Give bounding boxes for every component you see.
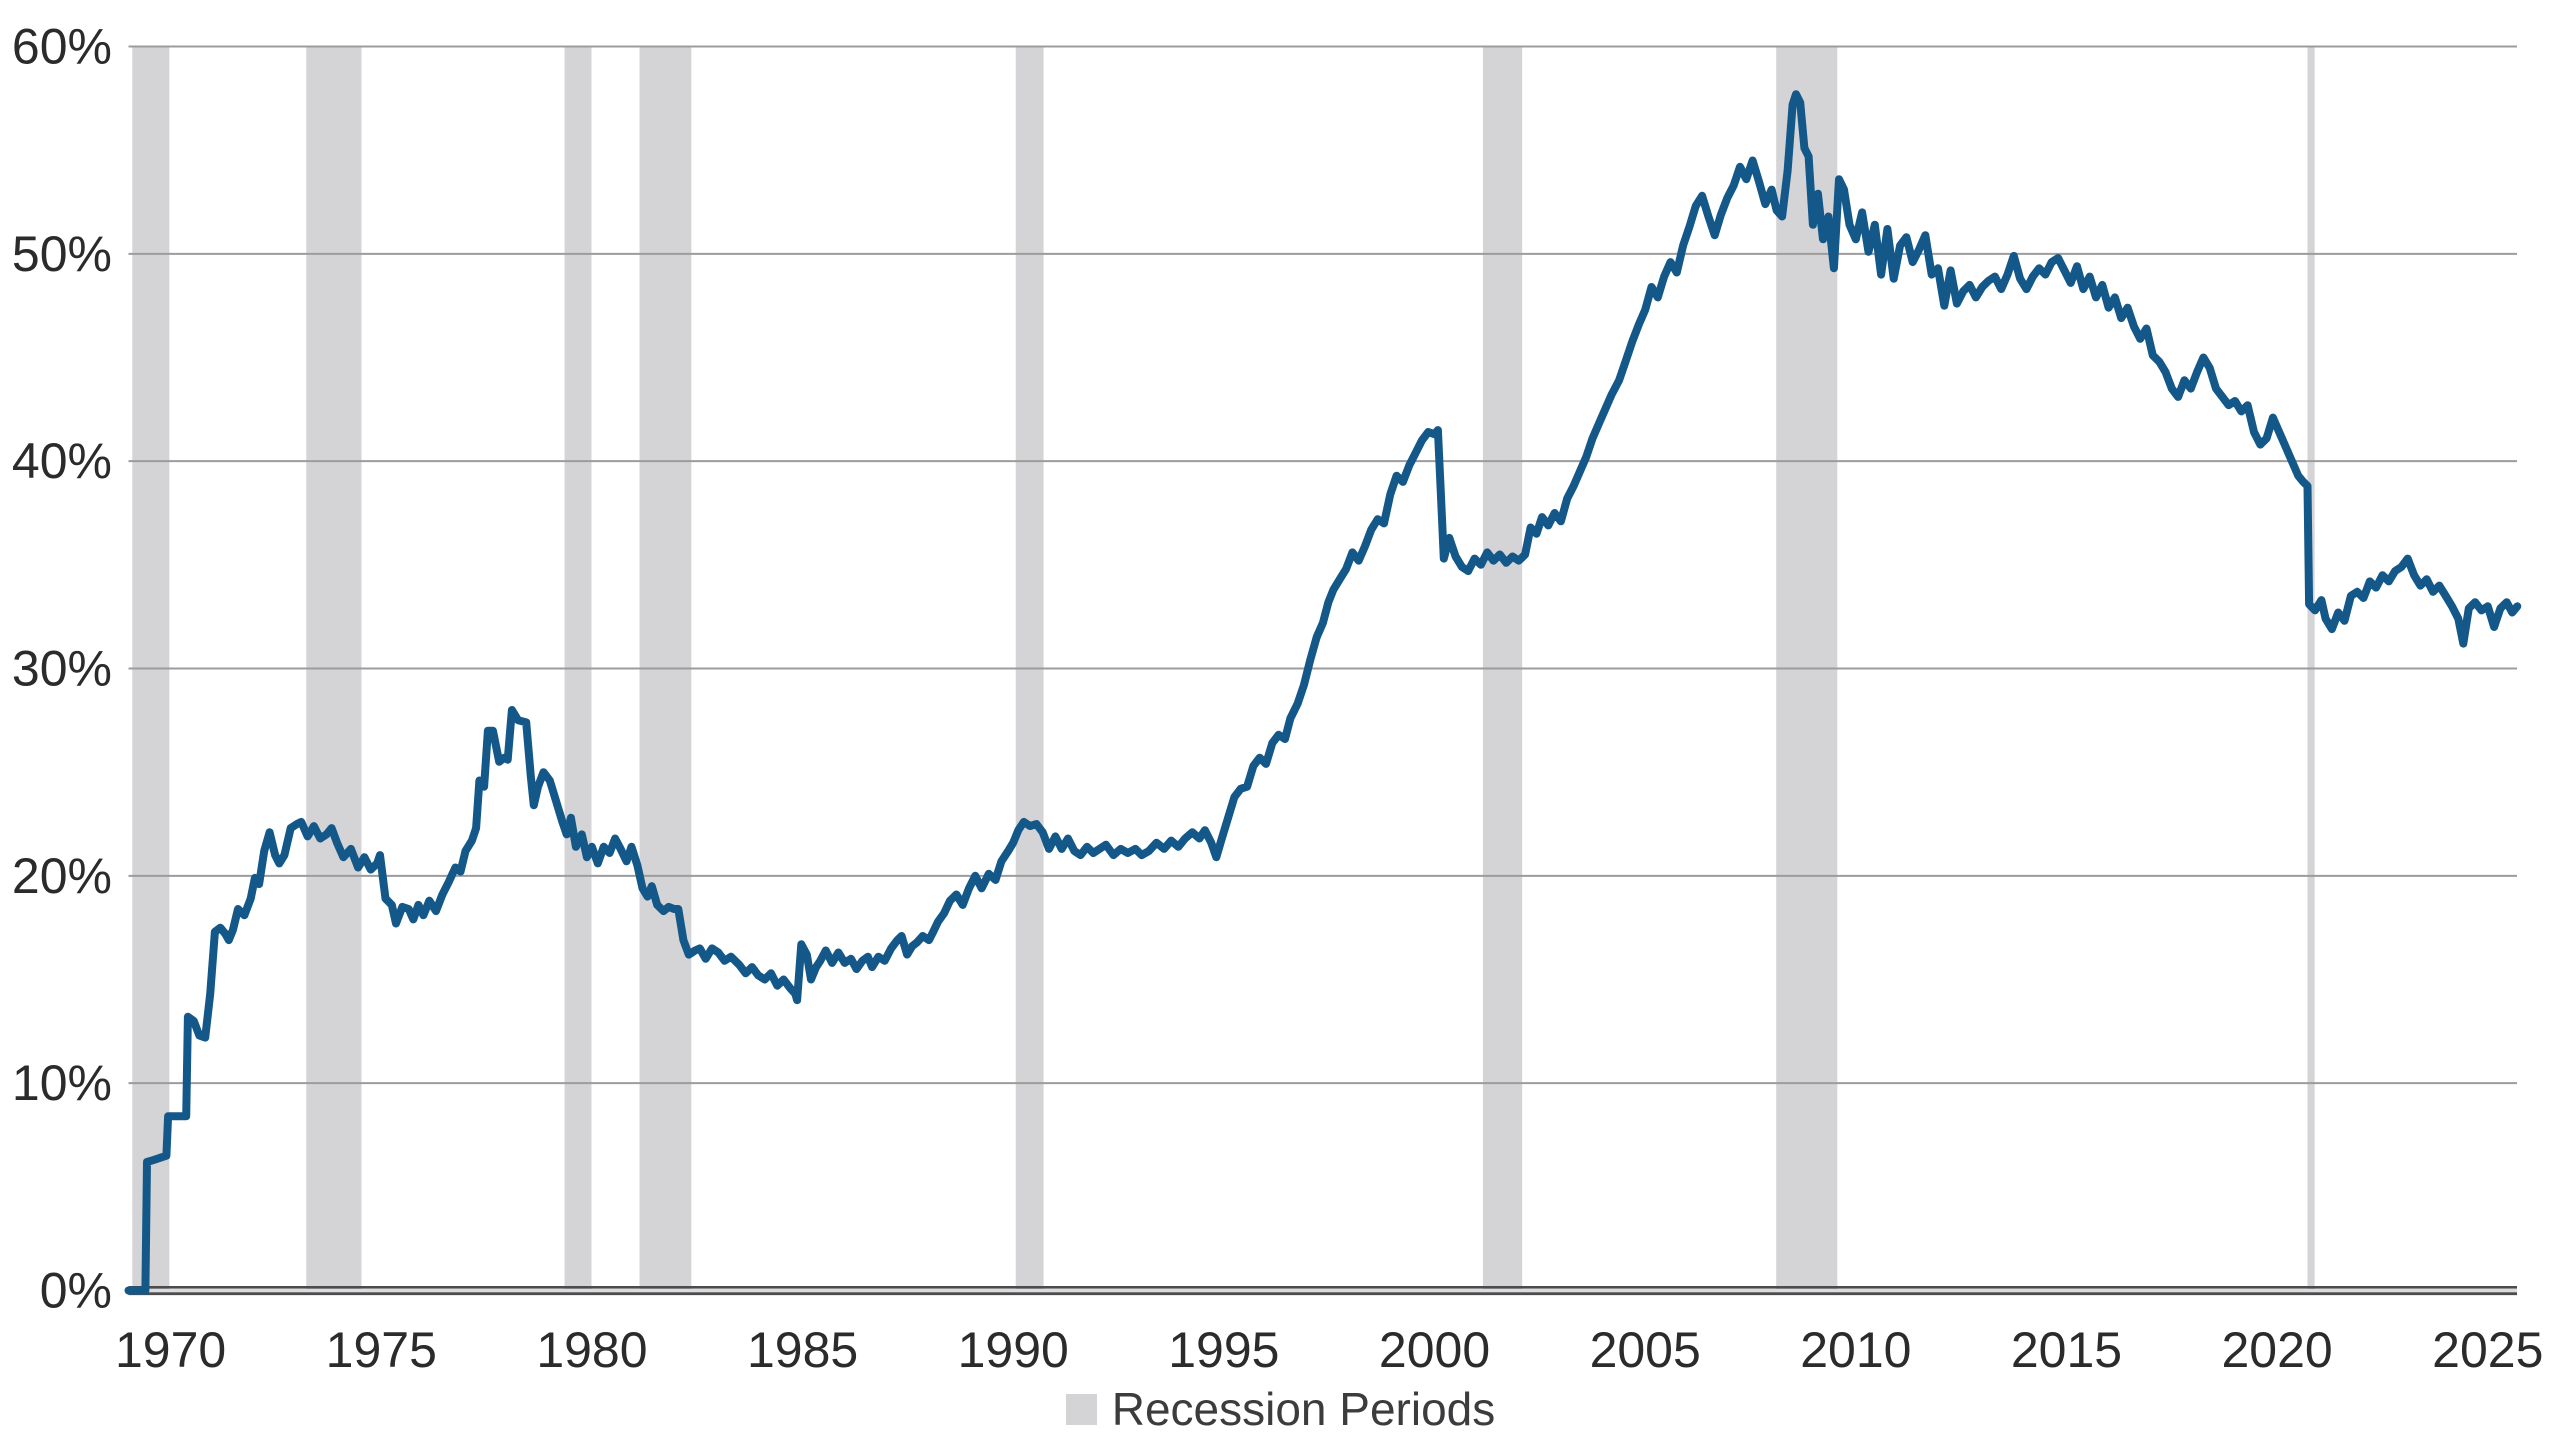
x-tick-label: 1995 — [1168, 1322, 1279, 1378]
y-tick-label: 20% — [12, 848, 112, 904]
x-tick-label: 2020 — [2222, 1322, 2333, 1378]
x-tick-label: 2000 — [1379, 1322, 1490, 1378]
legend-label: Recession Periods — [1111, 1383, 1496, 1435]
x-tick-label: 2025 — [2432, 1322, 2543, 1378]
x-tick-label: 1980 — [536, 1322, 647, 1378]
series-line — [124, 90, 2522, 1295]
y-tick-label: 30% — [12, 641, 112, 697]
x-tick-label: 1990 — [958, 1322, 1069, 1378]
x-tick-label: 2015 — [2011, 1322, 2122, 1378]
x-tick-label: 2010 — [1800, 1322, 1911, 1378]
y-tick-label: 10% — [12, 1055, 112, 1111]
recession-periods-swatch-icon — [1065, 1393, 1097, 1425]
y-tick-label: 40% — [12, 433, 112, 489]
y-tick-label: 60% — [12, 19, 112, 75]
y-tick-label: 0% — [40, 1263, 112, 1319]
x-tick-label: 1985 — [747, 1322, 858, 1378]
x-tick-label: 1970 — [115, 1322, 226, 1378]
y-tick-label: 50% — [12, 226, 112, 282]
x-tick-label: 1975 — [326, 1322, 437, 1378]
x-tick-label: 2005 — [1590, 1322, 1701, 1378]
legend: Recession Periods — [0, 1386, 2561, 1432]
